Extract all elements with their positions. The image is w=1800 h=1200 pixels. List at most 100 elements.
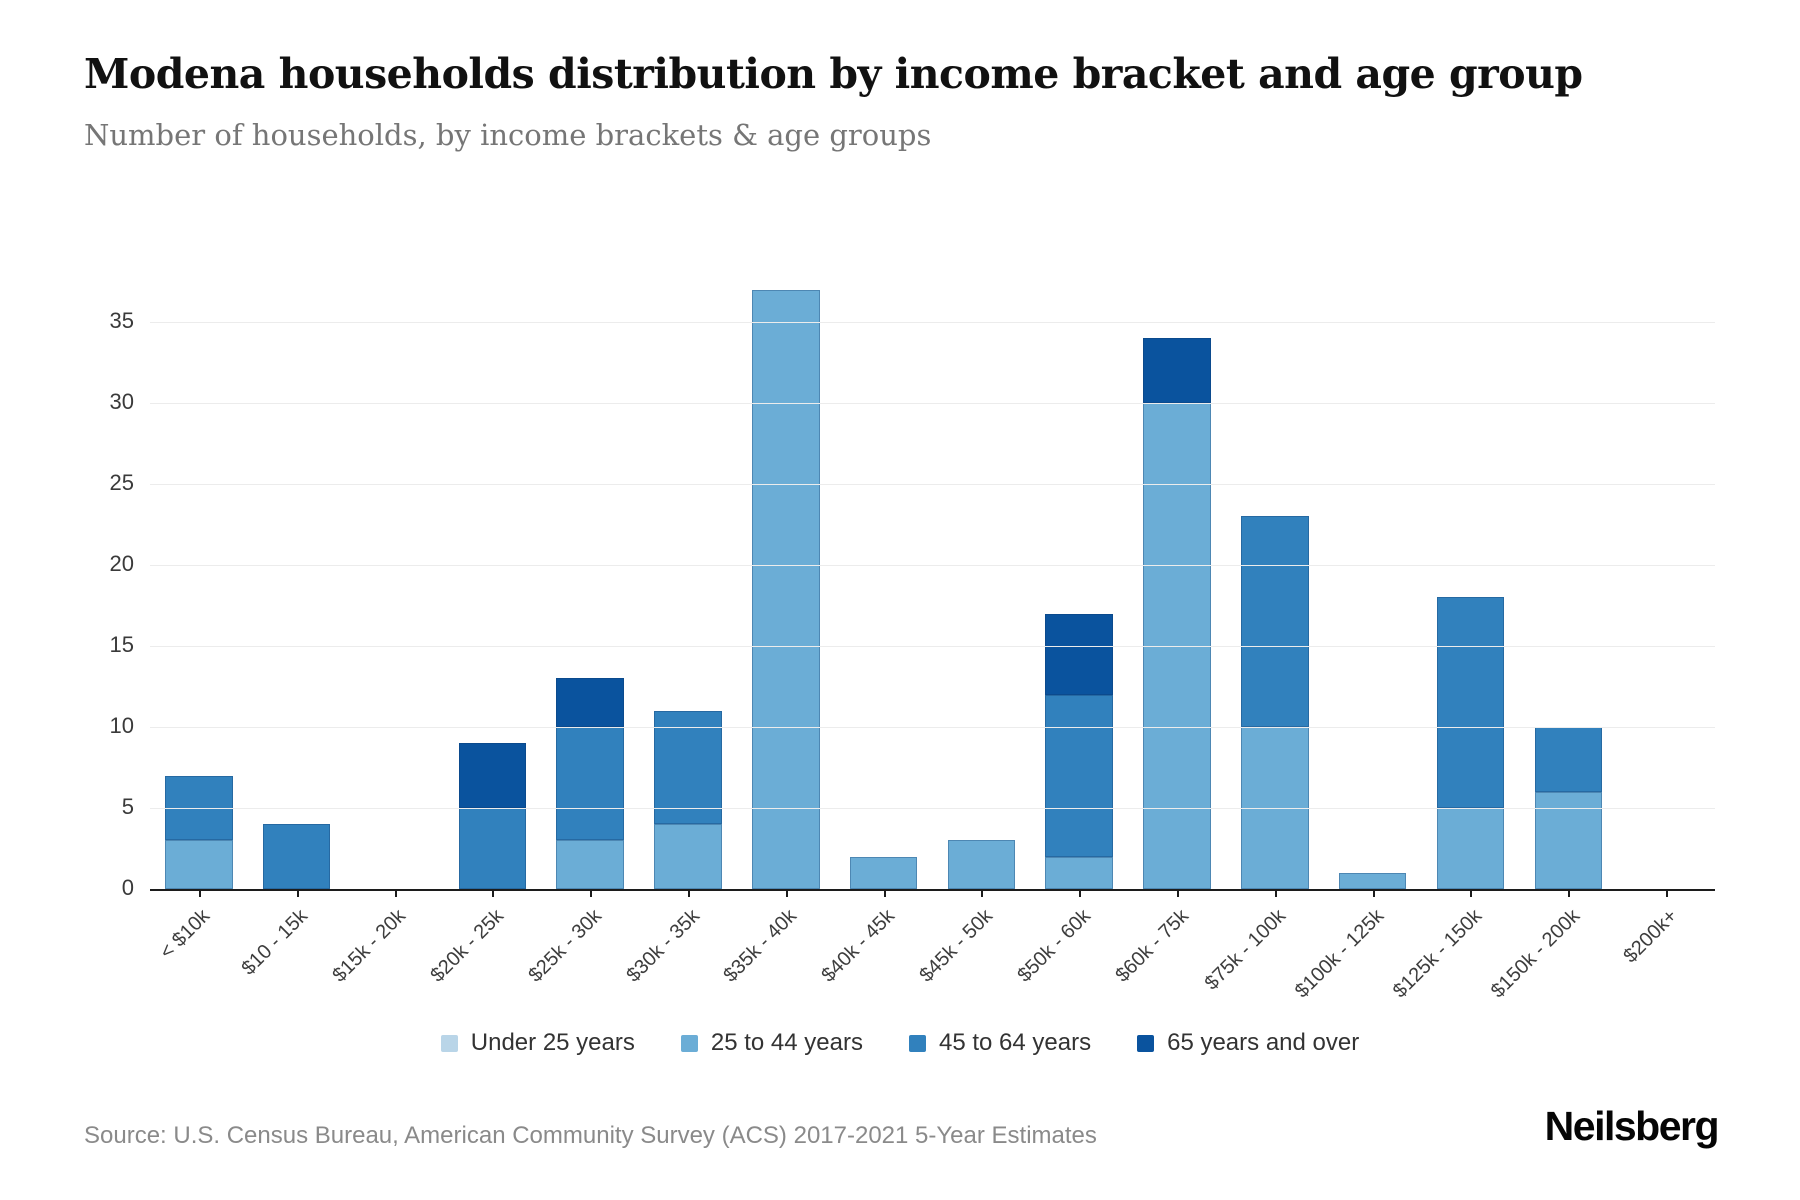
x-axis-tick bbox=[1372, 890, 1375, 897]
bar-segment[interactable] bbox=[165, 840, 233, 889]
chart-header: Modena households distribution by income… bbox=[0, 0, 1800, 152]
stacked-bar[interactable] bbox=[165, 775, 233, 889]
x-axis-tick bbox=[394, 890, 397, 897]
y-axis-tick-label-0: 0 bbox=[121, 875, 134, 900]
bar-column-12 bbox=[1226, 244, 1324, 889]
x-axis-tick bbox=[785, 890, 788, 897]
legend-label: 65 years and over bbox=[1167, 1029, 1360, 1056]
bar-segment[interactable] bbox=[947, 840, 1016, 889]
legend-swatch-icon bbox=[908, 1034, 926, 1052]
bar-column-9 bbox=[933, 244, 1031, 889]
bar-column-16 bbox=[1617, 244, 1715, 889]
bar-segment[interactable] bbox=[262, 824, 331, 889]
y-axis-tick-label-25: 25 bbox=[109, 470, 134, 495]
x-label-slot: $150k - 200k bbox=[1487, 889, 1617, 1007]
bar-column-5 bbox=[541, 244, 639, 889]
bar-column-1 bbox=[150, 244, 248, 889]
bar-segment[interactable] bbox=[849, 856, 918, 889]
page-title: Modena households distribution by income… bbox=[84, 50, 1583, 98]
stacked-bar[interactable] bbox=[947, 840, 1016, 889]
stacked-bar[interactable] bbox=[1436, 597, 1505, 889]
x-label-slot: $40k - 45k bbox=[818, 889, 933, 1007]
x-axis-tick bbox=[590, 890, 593, 897]
bar-column-11 bbox=[1128, 244, 1226, 889]
bar-segment[interactable] bbox=[752, 289, 820, 889]
gridline-y-15 bbox=[150, 646, 1715, 647]
stacked-bar[interactable] bbox=[1143, 338, 1211, 889]
legend-item[interactable]: 65 years and over bbox=[1137, 1029, 1359, 1057]
y-axis-tick-label-15: 15 bbox=[109, 632, 134, 657]
x-axis-tick-label: < $10k bbox=[156, 905, 215, 964]
bar-segment[interactable] bbox=[1534, 791, 1603, 889]
stacked-bar[interactable] bbox=[1241, 516, 1309, 889]
bar-column-8 bbox=[835, 244, 933, 889]
bar-segment[interactable] bbox=[458, 743, 527, 808]
x-axis-tick bbox=[687, 890, 690, 897]
stacked-bar[interactable] bbox=[752, 289, 820, 889]
y-axis-tick-label-35: 35 bbox=[109, 308, 134, 333]
legend-item[interactable]: 25 to 44 years bbox=[680, 1029, 863, 1057]
plot-area: < $10k $10 - 15k $15k - 20k $20k - 25k $25k … bbox=[110, 244, 1715, 1002]
x-label-slot: $25k - 30k bbox=[524, 889, 639, 1007]
bar-column-14 bbox=[1422, 244, 1520, 889]
x-axis-tick bbox=[1666, 890, 1669, 897]
legend-label: 25 to 44 years bbox=[710, 1029, 863, 1056]
legend-item[interactable]: 45 to 64 years bbox=[908, 1029, 1091, 1057]
stacked-bar[interactable] bbox=[654, 710, 722, 889]
x-axis-tick bbox=[1470, 890, 1473, 897]
bar-segment[interactable] bbox=[1045, 694, 1113, 857]
page-subtitle: Number of households, by income brackets… bbox=[84, 118, 932, 152]
legend-swatch-icon bbox=[1137, 1034, 1155, 1052]
bar-segment[interactable] bbox=[556, 678, 624, 728]
bar-column-6 bbox=[639, 244, 737, 889]
bar-segment[interactable] bbox=[654, 710, 722, 825]
bar-segment[interactable] bbox=[1338, 872, 1407, 889]
x-label-slot: $20k - 25k bbox=[426, 889, 541, 1007]
x-label-slot: $75k - 100k bbox=[1201, 889, 1324, 1007]
bar-column-7 bbox=[737, 244, 835, 889]
stacked-bar[interactable] bbox=[458, 743, 527, 889]
x-axis-tick bbox=[1079, 890, 1082, 897]
bar-segment[interactable] bbox=[1436, 597, 1505, 808]
legend-swatch-icon bbox=[440, 1034, 458, 1052]
x-label-slot: $50k - 60k bbox=[1013, 889, 1128, 1007]
bar-segment[interactable] bbox=[556, 840, 624, 889]
legend: Under 25 years 25 to 44 years 45 to 64 yea… bbox=[0, 1029, 1800, 1057]
bar-segment[interactable] bbox=[1045, 613, 1113, 695]
bar-segment[interactable] bbox=[1045, 856, 1113, 889]
bar-segment[interactable] bbox=[556, 727, 624, 841]
bar-segment[interactable] bbox=[654, 824, 722, 889]
footer: Source: U.S. Census Bureau, American Com… bbox=[84, 1103, 1720, 1150]
bar-segment[interactable] bbox=[1436, 808, 1505, 889]
chart-area: < $10k $10 - 15k $15k - 20k $20k - 25k $25k … bbox=[110, 244, 1715, 1002]
x-label-slot: $45k - 50k bbox=[915, 889, 1031, 1007]
bar-segment[interactable] bbox=[458, 808, 527, 889]
gridline-y-10 bbox=[150, 727, 1715, 728]
stacked-bar[interactable] bbox=[1338, 872, 1407, 889]
gridline-y-20 bbox=[150, 565, 1715, 566]
x-axis-tick-label: $10 - 15k bbox=[237, 905, 313, 980]
x-axis-tick bbox=[1568, 890, 1571, 897]
stacked-bar[interactable] bbox=[1045, 613, 1113, 889]
stacked-bar[interactable] bbox=[262, 824, 331, 889]
bar-segment[interactable] bbox=[1534, 727, 1603, 792]
stacked-bar[interactable] bbox=[556, 678, 624, 889]
x-label-slot: $15k - 20k bbox=[328, 889, 444, 1007]
legend-item[interactable]: Under 25 years bbox=[440, 1029, 635, 1057]
bar-segment[interactable] bbox=[1143, 338, 1211, 403]
y-axis-tick-label-5: 5 bbox=[121, 794, 134, 819]
bar-segment[interactable] bbox=[1241, 516, 1309, 727]
bar-column-10 bbox=[1030, 244, 1128, 889]
bar-column-4 bbox=[443, 244, 541, 889]
x-label-slot: $35k - 40k bbox=[720, 889, 835, 1007]
bars-container bbox=[150, 244, 1715, 889]
y-axis-tick-label-30: 30 bbox=[109, 389, 134, 414]
bar-column-15 bbox=[1519, 244, 1617, 889]
stacked-bar[interactable] bbox=[849, 856, 918, 889]
bar-column-13 bbox=[1324, 244, 1422, 889]
x-axis-tick-label: $200k+ bbox=[1619, 905, 1682, 968]
y-axis-tick-label-20: 20 bbox=[109, 551, 134, 576]
x-axis-labels: < $10k $10 - 15k $15k - 20k $20k - 25k $25k … bbox=[150, 889, 1715, 1007]
x-label-slot: $100k - 125k bbox=[1291, 889, 1422, 1007]
